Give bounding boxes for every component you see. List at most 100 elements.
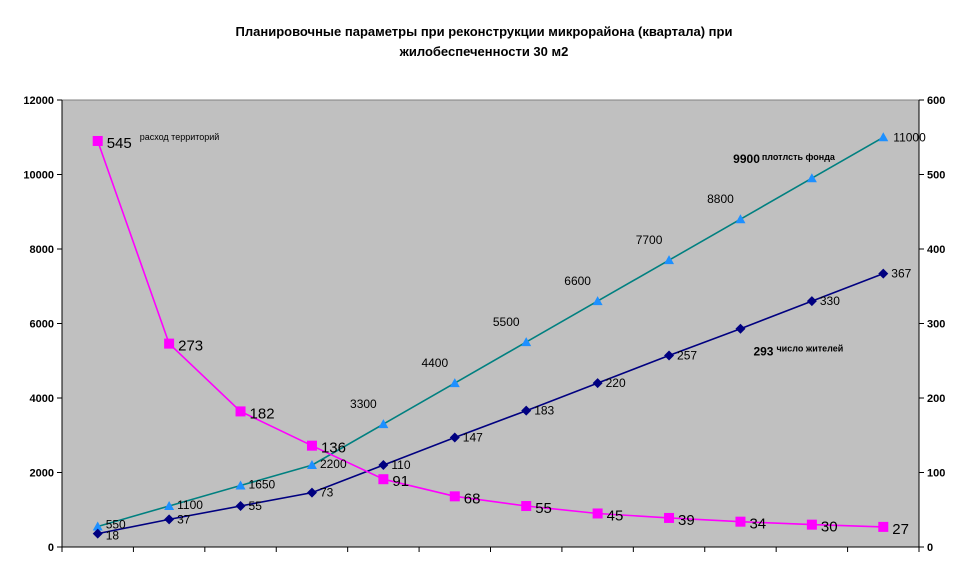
territory-label: 30 (821, 519, 838, 536)
density-point (449, 378, 460, 388)
y-left-tick-label: 6000 (30, 319, 54, 331)
density-line (97, 136, 884, 528)
territory-label: 27 (892, 521, 909, 538)
territory-annotation: расход территорий (140, 132, 220, 142)
residents-label: 257 (677, 349, 697, 363)
density-point (878, 132, 889, 142)
y-right-tick-label: 500 (927, 170, 945, 182)
territory-label: 68 (464, 490, 481, 507)
y-left-tick-label: 2000 (30, 468, 54, 480)
density-label: 6600 (564, 274, 591, 288)
chart-title-line-2: жилобеспеченности 30 м2 (399, 44, 569, 59)
residents-point (164, 514, 175, 525)
residents-label: 183 (534, 404, 554, 418)
density-point (592, 296, 603, 306)
territory-label: 39 (678, 512, 695, 529)
density-point (164, 501, 175, 511)
territory-label: 136 (321, 440, 346, 457)
residents-label: 293 (753, 345, 773, 359)
territory-label: 182 (250, 405, 275, 422)
territory-point (806, 519, 817, 530)
density-label: 1650 (249, 478, 276, 492)
territory-label: 91 (392, 473, 409, 490)
chart-title-line-1: Планировочные параметры при реконструкци… (236, 24, 733, 39)
y-left-tick-label: 12000 (23, 95, 54, 107)
territory-label: 55 (535, 500, 552, 517)
y-left-tick-label: 4000 (30, 393, 54, 405)
y-left-tick-label: 10000 (23, 170, 54, 182)
residents-annotation: число жителей (776, 344, 843, 354)
density-point (521, 337, 532, 347)
territory-point (449, 491, 460, 502)
density-point (806, 173, 817, 183)
y-right-tick-label: 300 (927, 319, 945, 331)
density-label: 8800 (707, 192, 734, 206)
residents-label: 73 (320, 486, 334, 500)
residents-label: 330 (820, 294, 840, 308)
density-label: 7700 (636, 233, 663, 247)
density-point (306, 460, 317, 470)
residents-label: 220 (606, 376, 626, 390)
residents-label: 55 (249, 499, 263, 513)
data-labels: 550 1100 1650 2200 3300 4400 5500 6600 7700 8800 9… (106, 130, 926, 542)
residents-point (664, 350, 675, 361)
residents-point (235, 501, 246, 512)
residents-point (806, 296, 817, 307)
residents-point (878, 268, 889, 279)
territory-point (235, 406, 246, 417)
residents-point (521, 405, 532, 416)
residents-label: 147 (463, 430, 483, 444)
density-point (378, 419, 389, 429)
residents-label: 37 (177, 512, 191, 526)
territory-label: 273 (178, 338, 203, 355)
y-right-tick-label: 600 (927, 95, 945, 107)
territory-point (378, 474, 389, 485)
y-right-tick-label: 200 (927, 393, 945, 405)
density-label: 3300 (350, 397, 377, 411)
territory-line (96, 140, 884, 528)
residents-point (592, 378, 603, 389)
territory-point (521, 501, 532, 512)
y-right-tick-label: 100 (927, 468, 945, 480)
density-point (235, 480, 246, 490)
density-label: 550 (106, 518, 126, 532)
density-point (735, 214, 746, 224)
territory-point (92, 135, 103, 146)
residents-label: 367 (891, 267, 911, 281)
residents-point (735, 323, 746, 334)
y-left-tick-label: 8000 (30, 244, 54, 256)
territory-label: 34 (749, 516, 766, 533)
density-label: 2200 (320, 457, 347, 471)
plot-area (61, 99, 920, 548)
residents-point (378, 460, 389, 471)
territory-label: 45 (607, 507, 624, 524)
y-right-tick-label: 0 (927, 542, 933, 554)
residents-line (97, 272, 884, 535)
residents-point (92, 528, 103, 539)
density-label: 5500 (493, 315, 520, 329)
territory-point (164, 338, 175, 349)
residents-point (306, 487, 317, 498)
residents-point (449, 432, 460, 443)
territory-point (878, 521, 889, 532)
series-group (92, 132, 889, 539)
territory-point (735, 516, 746, 527)
density-label: 4400 (421, 356, 448, 370)
territory-point (306, 440, 317, 451)
territory-point (592, 508, 603, 519)
residents-label: 110 (391, 458, 410, 472)
density-point (92, 521, 103, 531)
y-left-tick-label: 0 (48, 542, 54, 554)
territory-label: 545 (107, 135, 132, 152)
residents-label: 18 (106, 529, 120, 543)
density-label: 11000 (893, 130, 926, 144)
y-right-tick-label: 400 (927, 244, 945, 256)
density-point (664, 255, 675, 265)
axes: 0 2000 4000 6000 8000 10000 12000 0 100 200 300 400… (23, 95, 945, 554)
density-annotation: плотлсть фонда (762, 152, 836, 162)
density-label: 1100 (177, 498, 203, 512)
territory-point (664, 512, 675, 523)
density-label: 9900 (733, 152, 760, 166)
